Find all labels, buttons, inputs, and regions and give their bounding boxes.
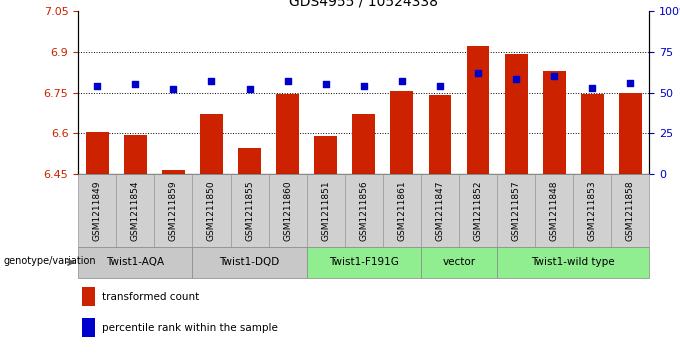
Bar: [154, 174, 192, 247]
Bar: [124, 135, 147, 174]
Bar: [383, 174, 421, 247]
Bar: [307, 247, 421, 278]
Text: GSM1211851: GSM1211851: [321, 180, 330, 241]
Text: percentile rank within the sample: percentile rank within the sample: [102, 323, 278, 333]
Bar: [116, 174, 154, 247]
Text: GSM1211858: GSM1211858: [626, 180, 635, 241]
Point: [396, 78, 407, 84]
Text: GSM1211850: GSM1211850: [207, 180, 216, 241]
Bar: [276, 94, 299, 174]
Bar: [619, 93, 642, 174]
Point: [168, 86, 179, 92]
Text: GSM1211852: GSM1211852: [473, 180, 483, 241]
Bar: [505, 54, 528, 174]
Text: GSM1211848: GSM1211848: [549, 180, 559, 241]
Point: [206, 78, 217, 84]
Bar: [497, 174, 535, 247]
Bar: [466, 46, 490, 174]
Bar: [421, 174, 459, 247]
Bar: [573, 174, 611, 247]
Point: [92, 83, 103, 89]
Title: GDS4955 / 10524338: GDS4955 / 10524338: [289, 0, 439, 8]
Bar: [390, 91, 413, 174]
Text: GSM1211859: GSM1211859: [169, 180, 178, 241]
Point: [358, 83, 369, 89]
Bar: [352, 114, 375, 174]
Text: GSM1211857: GSM1211857: [511, 180, 521, 241]
Point: [244, 86, 255, 92]
Text: GSM1211849: GSM1211849: [92, 180, 102, 241]
Text: vector: vector: [443, 257, 475, 267]
Bar: [307, 174, 345, 247]
Bar: [269, 174, 307, 247]
Bar: [314, 136, 337, 174]
Point: [282, 78, 293, 84]
Point: [511, 77, 522, 82]
Bar: [231, 174, 269, 247]
Point: [549, 73, 560, 79]
Text: Twist1-F191G: Twist1-F191G: [329, 257, 398, 267]
Bar: [421, 247, 497, 278]
Text: GSM1211856: GSM1211856: [359, 180, 369, 241]
Bar: [78, 247, 192, 278]
Bar: [345, 174, 383, 247]
Text: Twist1-wild type: Twist1-wild type: [532, 257, 615, 267]
Text: Twist1-AQA: Twist1-AQA: [106, 257, 165, 267]
Point: [320, 82, 331, 87]
Bar: [581, 94, 604, 174]
Bar: [192, 247, 307, 278]
Text: GSM1211854: GSM1211854: [131, 180, 140, 241]
Text: GSM1211860: GSM1211860: [283, 180, 292, 241]
Text: GSM1211853: GSM1211853: [588, 180, 597, 241]
Point: [435, 83, 445, 89]
Bar: [82, 287, 95, 306]
Text: GSM1211847: GSM1211847: [435, 180, 445, 241]
Text: GSM1211861: GSM1211861: [397, 180, 407, 241]
Bar: [238, 148, 261, 174]
Text: GSM1211855: GSM1211855: [245, 180, 254, 241]
Bar: [86, 132, 109, 174]
Point: [473, 70, 483, 76]
Bar: [459, 174, 497, 247]
Text: transformed count: transformed count: [102, 292, 199, 302]
Point: [625, 80, 636, 86]
Text: genotype/variation: genotype/variation: [4, 256, 97, 266]
Bar: [192, 174, 231, 247]
Point: [587, 85, 598, 91]
Text: Twist1-DQD: Twist1-DQD: [220, 257, 279, 267]
Bar: [162, 170, 185, 174]
Point: [130, 82, 141, 87]
Bar: [535, 174, 573, 247]
Bar: [497, 247, 649, 278]
Bar: [611, 174, 649, 247]
Bar: [82, 318, 95, 337]
Bar: [543, 71, 566, 174]
Bar: [78, 174, 116, 247]
Bar: [200, 114, 223, 174]
Bar: [428, 95, 452, 174]
